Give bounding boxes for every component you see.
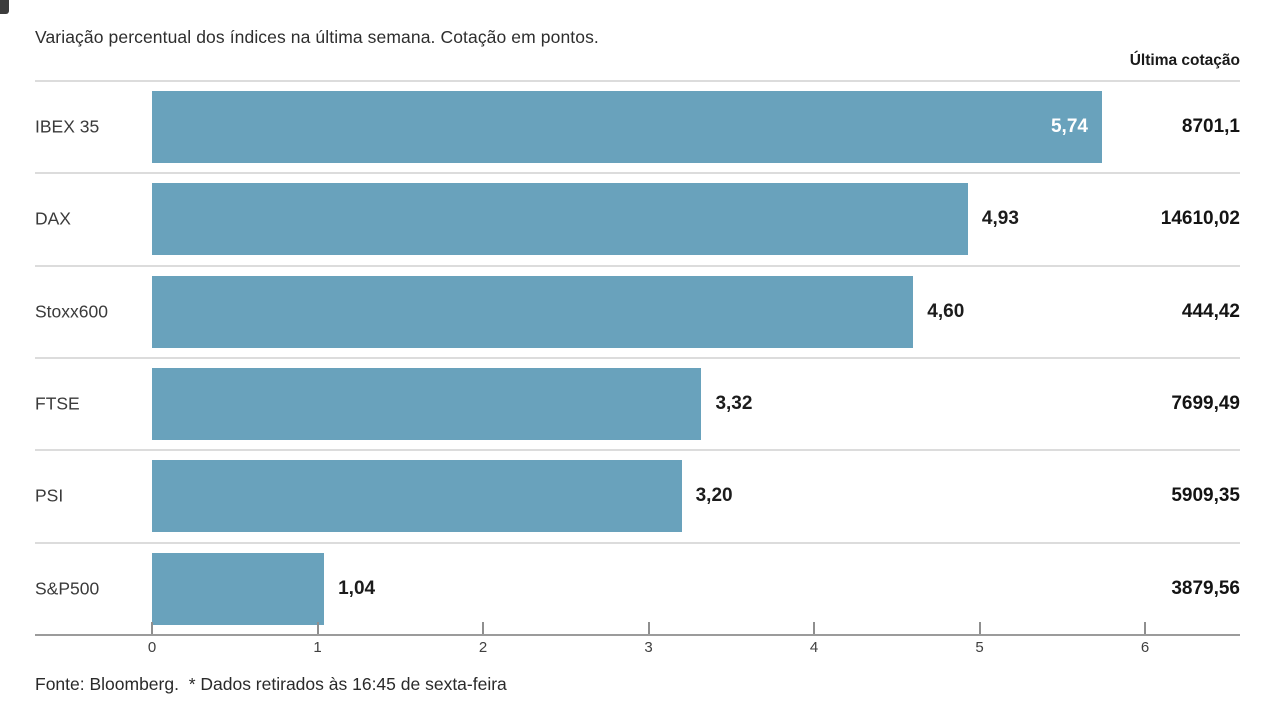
x-axis: 0 1 2 3 4 5 6 xyxy=(148,622,1240,662)
category-label: FTSE xyxy=(35,393,80,414)
source-note: Fonte: Bloomberg. * Dados retirados às 1… xyxy=(35,674,507,694)
category-label: DAX xyxy=(35,208,71,229)
chart-row: FTSE 3,32 7699,49 xyxy=(35,356,1240,449)
bar xyxy=(152,368,702,441)
bar-track: 4,60 xyxy=(152,267,1240,357)
x-axis-tick xyxy=(482,622,484,634)
x-axis-tick xyxy=(813,622,815,634)
last-quote-value: 444,42 xyxy=(1181,300,1240,322)
x-axis-tick xyxy=(647,622,650,634)
chart-title: Variação percentual dos índices na últim… xyxy=(35,27,599,47)
x-axis-tick xyxy=(316,622,319,634)
bar-track: 1,04 xyxy=(152,544,1240,634)
x-axis-tick-label: 6 xyxy=(1140,639,1150,656)
last-quote-value: 3879,56 xyxy=(1171,577,1240,599)
bar xyxy=(152,460,682,533)
bar-value-label: 1,04 xyxy=(338,577,376,599)
bar-track: 5,74 xyxy=(152,82,1240,172)
corner-mark xyxy=(0,0,9,14)
x-axis-line xyxy=(35,634,1240,636)
x-axis-tick xyxy=(1144,622,1146,634)
chart-row: IBEX 35 5,74 8701,1 xyxy=(35,80,1240,172)
bar-value-label: 4,93 xyxy=(981,208,1019,230)
last-quote-value: 5909,35 xyxy=(1171,485,1240,507)
bars-area: IBEX 35 5,74 8701,1 DAX 4,93 14610,02 St… xyxy=(35,80,1240,634)
x-axis-tick-label: 5 xyxy=(975,639,984,656)
bar-value-label: 5,74 xyxy=(1050,116,1088,138)
chart-row: PSI 3,20 5909,35 xyxy=(35,449,1240,541)
x-axis-tick xyxy=(151,622,153,634)
x-axis-tick xyxy=(978,622,981,634)
bar-track: 3,20 xyxy=(152,451,1240,541)
chart-row: Stoxx600 4,60 444,42 xyxy=(35,264,1240,357)
category-label: IBEX 35 xyxy=(35,116,100,137)
x-axis-tick-label: 0 xyxy=(147,639,157,656)
bar-track: 4,93 xyxy=(152,174,1240,264)
bar xyxy=(152,183,968,256)
x-axis-tick-label: 3 xyxy=(644,639,653,656)
chart-row: S&P500 1,04 3879,56 xyxy=(35,541,1240,634)
bar-value-label: 4,60 xyxy=(927,300,965,322)
last-quote-value: 8701,1 xyxy=(1181,116,1240,138)
bar xyxy=(152,91,1102,164)
x-axis-tick-label: 1 xyxy=(313,639,322,656)
bar xyxy=(152,275,914,348)
bar-value-label: 3,32 xyxy=(715,393,753,415)
last-quote-column-header: Última cotação xyxy=(1129,52,1240,69)
category-label: PSI xyxy=(35,485,64,506)
last-quote-value: 7699,49 xyxy=(1171,393,1240,415)
x-axis-tick-label: 4 xyxy=(809,639,819,656)
bar-track: 3,32 xyxy=(152,359,1240,449)
category-label: Stoxx600 xyxy=(35,301,108,322)
bar xyxy=(152,552,325,625)
category-label: S&P500 xyxy=(35,578,100,599)
chart-row: DAX 4,93 14610,02 xyxy=(35,172,1240,264)
bar-value-label: 3,20 xyxy=(695,485,733,507)
last-quote-value: 14610,02 xyxy=(1160,208,1240,230)
x-axis-tick-label: 2 xyxy=(478,639,488,656)
